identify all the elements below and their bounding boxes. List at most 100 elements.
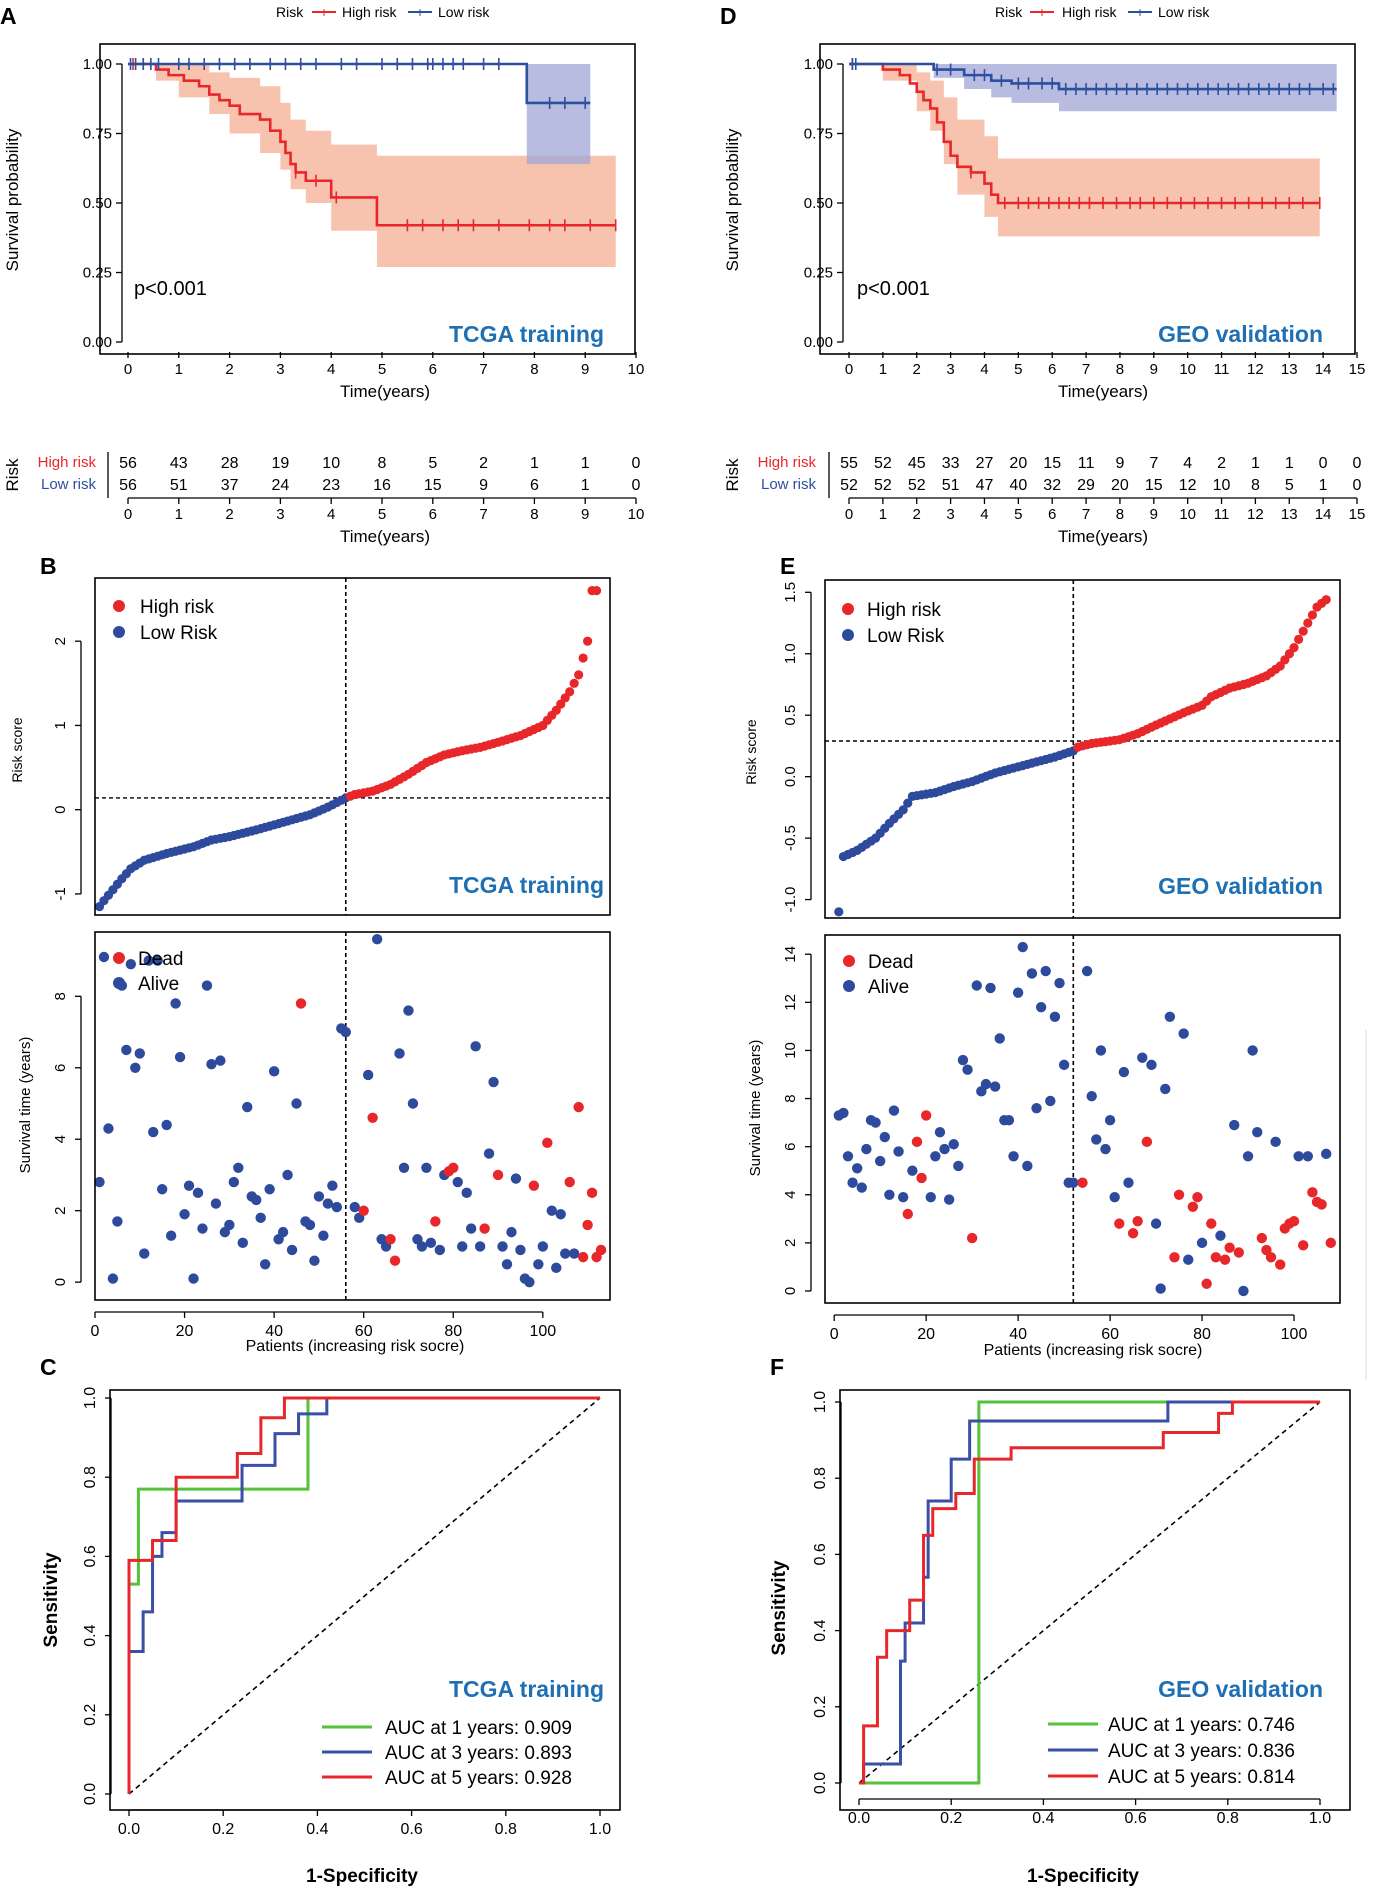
risk-table-ylabel-a: Risk bbox=[3, 458, 22, 492]
survival-time-ylabel-b: Survival time (years) bbox=[17, 1037, 34, 1174]
alive-point bbox=[318, 1230, 329, 1241]
x-tick-label: 0 bbox=[845, 361, 853, 378]
at-risk-value: 52 bbox=[874, 455, 892, 472]
status-legend-dead-b: Dead bbox=[138, 949, 183, 970]
dead-point bbox=[430, 1216, 441, 1227]
alive-point bbox=[861, 1143, 872, 1155]
dead-point bbox=[1210, 1252, 1222, 1263]
roc-frame-f bbox=[839, 1389, 1351, 1811]
score-title-e: GEO validation bbox=[1158, 873, 1323, 899]
table-tick-label: 2 bbox=[225, 506, 233, 523]
risk-table-xlabel-d: Time(years) bbox=[1058, 527, 1148, 546]
alive-point bbox=[340, 1026, 351, 1038]
dead-point bbox=[528, 1180, 540, 1191]
at-risk-value: 1 bbox=[581, 477, 590, 494]
alive-point bbox=[925, 1191, 936, 1203]
at-risk-value: 55 bbox=[840, 455, 858, 472]
dead-point bbox=[1187, 1201, 1199, 1212]
dead-point bbox=[920, 1110, 932, 1121]
y-tick-label: 0.2 bbox=[812, 1696, 829, 1718]
alive-point bbox=[930, 1151, 941, 1162]
dead-point bbox=[586, 1187, 598, 1199]
km-ylabel-d: Survival probability bbox=[723, 128, 742, 271]
y-tick-label: -0.5 bbox=[782, 825, 799, 851]
alive-point bbox=[1049, 1011, 1061, 1022]
at-risk-value: 52 bbox=[908, 477, 926, 494]
alive-point bbox=[884, 1189, 895, 1200]
table-tick-label: 9 bbox=[581, 506, 589, 523]
alive-point bbox=[962, 1064, 973, 1075]
dead-point bbox=[577, 1251, 589, 1263]
dead-point bbox=[1219, 1254, 1231, 1265]
alive-point bbox=[1109, 1191, 1120, 1203]
risk-score-point bbox=[1303, 618, 1313, 628]
at-risk-value: 7 bbox=[1149, 455, 1158, 472]
alive-point bbox=[1196, 1237, 1208, 1249]
alive-point bbox=[1164, 1011, 1176, 1022]
alive-point bbox=[907, 1165, 918, 1176]
dead-point bbox=[1298, 1240, 1309, 1251]
alive-point bbox=[121, 1044, 132, 1056]
at-risk-value: 1 bbox=[1319, 477, 1328, 494]
alive-point bbox=[255, 1212, 266, 1224]
x-tick-label: 4 bbox=[980, 361, 988, 378]
alive-point bbox=[1150, 1218, 1162, 1229]
alive-point bbox=[560, 1248, 571, 1259]
dead-point bbox=[902, 1208, 913, 1220]
x-tick-label: 5 bbox=[1014, 361, 1022, 378]
alive-point bbox=[403, 1005, 414, 1016]
risk-table-row-low-d: Low risk bbox=[761, 476, 817, 493]
alive-point bbox=[322, 1198, 334, 1209]
x-tick-label: 0.6 bbox=[400, 1821, 422, 1838]
at-risk-value: 0 bbox=[632, 455, 641, 472]
x-tick-label: 0.0 bbox=[118, 1821, 140, 1838]
y-tick-label: 0.2 bbox=[82, 1704, 99, 1726]
at-risk-value: 5 bbox=[1285, 477, 1294, 494]
alive-point bbox=[259, 1259, 271, 1270]
x-tick-label: 1 bbox=[175, 361, 183, 378]
y-tick-label: 6 bbox=[52, 1064, 69, 1072]
y-tick-label: 8 bbox=[52, 992, 69, 1000]
table-tick-label: 7 bbox=[479, 506, 487, 523]
alive-point bbox=[174, 1051, 186, 1063]
panel-letter-d: D bbox=[720, 3, 737, 29]
y-tick-label: 0 bbox=[782, 1287, 799, 1295]
alive-point bbox=[224, 1219, 235, 1231]
y-tick-label: 1 bbox=[52, 721, 69, 729]
dead-point bbox=[564, 1176, 575, 1188]
at-risk-value: 9 bbox=[1115, 455, 1124, 472]
table-tick-label: 15 bbox=[1349, 506, 1366, 523]
at-risk-value: 2 bbox=[479, 455, 488, 472]
x-tick-label: 0.4 bbox=[306, 1821, 328, 1838]
risk-table-row-low-a: Low risk bbox=[41, 476, 97, 493]
roc-ylabel-c: Sensitivity bbox=[41, 1552, 62, 1647]
y-tick-label: 0.75 bbox=[804, 126, 833, 143]
x-tick-label: 100 bbox=[1281, 1326, 1308, 1343]
score-legend-low-e: Low Risk bbox=[867, 626, 945, 647]
alive-point bbox=[1302, 1151, 1314, 1162]
y-tick-label: 1.00 bbox=[83, 56, 112, 73]
alive-point bbox=[1081, 965, 1093, 977]
dead-point bbox=[385, 1234, 396, 1245]
risk-score-frame-e bbox=[824, 579, 1341, 919]
risk-table-row-high-a: High risk bbox=[38, 454, 97, 471]
roc-title-c: TCGA training bbox=[449, 1676, 604, 1702]
alive-point bbox=[510, 1173, 522, 1184]
svg-text:+: + bbox=[1136, 4, 1144, 20]
dead-point bbox=[1275, 1259, 1286, 1270]
y-tick-label: 0.6 bbox=[812, 1543, 829, 1565]
at-risk-value: 2 bbox=[1217, 455, 1226, 472]
status-legend-alive-e: Alive bbox=[868, 977, 909, 998]
x-tick-label: 7 bbox=[1082, 361, 1090, 378]
table-tick-label: 4 bbox=[327, 506, 335, 523]
alive-point bbox=[237, 1237, 248, 1249]
alive-point bbox=[1215, 1230, 1226, 1241]
alive-point bbox=[874, 1155, 886, 1167]
score-legend-high-b: High risk bbox=[140, 597, 214, 618]
alive-point bbox=[551, 1262, 562, 1274]
alive-point bbox=[192, 1187, 204, 1199]
alive-point bbox=[888, 1105, 900, 1116]
table-tick-label: 8 bbox=[1116, 506, 1124, 523]
dead-point bbox=[1173, 1189, 1185, 1200]
legend-high-label: High risk bbox=[342, 4, 397, 20]
